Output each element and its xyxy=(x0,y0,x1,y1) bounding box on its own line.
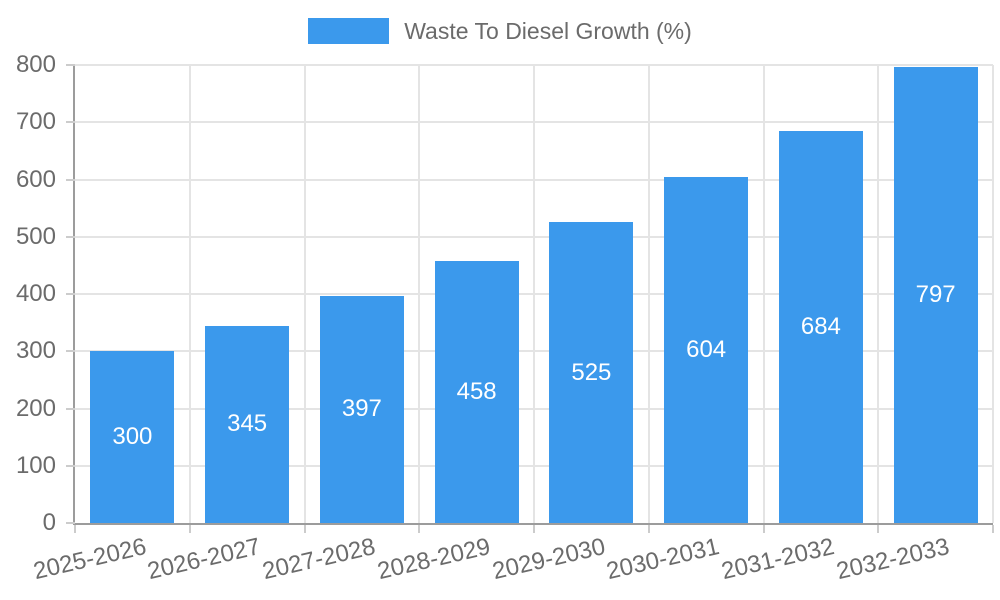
legend-label: Waste To Diesel Growth (%) xyxy=(404,17,692,44)
y-axis-tick xyxy=(66,235,75,238)
bar[interactable]: 604 xyxy=(664,177,749,523)
y-axis-label: 800 xyxy=(15,50,56,78)
y-axis-label: 500 xyxy=(15,222,56,250)
bar[interactable]: 684 xyxy=(778,131,863,523)
bar[interactable]: 458 xyxy=(434,260,519,523)
bar[interactable]: 525 xyxy=(549,222,634,523)
plot-area: 300 345 397 458 525 604 684 797 xyxy=(73,64,994,525)
x-axis-label: 2027-2028 xyxy=(260,533,378,586)
x-gridline xyxy=(762,65,765,523)
x-axis-label: 2026-2027 xyxy=(145,533,264,586)
x-axis-tick xyxy=(877,525,880,533)
legend-swatch xyxy=(308,18,390,44)
y-axis-label: 0 xyxy=(42,508,56,536)
x-axis-label: 2032-2033 xyxy=(833,533,952,586)
bar[interactable]: 300 xyxy=(90,351,175,523)
bar[interactable]: 397 xyxy=(319,295,404,523)
bar[interactable]: 797 xyxy=(893,66,978,523)
x-axis-label: 2029-2030 xyxy=(489,533,608,586)
x-gridline xyxy=(992,65,994,523)
x-gridline xyxy=(188,65,191,523)
x-axis-tick xyxy=(188,525,191,533)
bar-value-label: 604 xyxy=(686,336,727,364)
bar-value-label: 300 xyxy=(112,423,153,451)
y-axis-tick xyxy=(66,407,75,410)
bar-value-label: 684 xyxy=(800,313,841,341)
x-gridline xyxy=(303,65,306,523)
bar[interactable]: 345 xyxy=(205,325,290,523)
x-axis-label: 2028-2029 xyxy=(374,533,493,586)
y-axis-tick xyxy=(66,178,75,181)
bar-value-label: 397 xyxy=(341,395,382,423)
bar-value-label: 525 xyxy=(571,358,612,386)
x-axis-tick xyxy=(303,525,306,533)
y-axis-label: 600 xyxy=(15,165,56,193)
chart-legend[interactable]: Waste To Diesel Growth (%) xyxy=(0,12,1000,50)
bar-value-label: 797 xyxy=(915,280,956,308)
y-axis-tick xyxy=(66,121,75,124)
x-axis-label: 2025-2026 xyxy=(30,533,149,586)
x-axis-tick xyxy=(533,525,535,533)
y-axis-label: 400 xyxy=(15,279,56,307)
x-gridline xyxy=(533,65,535,523)
y-axis-label: 700 xyxy=(15,108,56,136)
x-axis-label: 2030-2031 xyxy=(604,533,723,586)
y-axis-tick xyxy=(66,522,75,524)
x-axis-tick xyxy=(74,525,76,533)
bar-value-label: 458 xyxy=(456,377,497,405)
x-axis-tick xyxy=(992,525,994,533)
x-axis-tick xyxy=(762,525,765,533)
x-gridline xyxy=(418,65,421,523)
y-axis-tick xyxy=(66,64,75,66)
x-axis-tick xyxy=(418,525,421,533)
x-axis-label: 2031-2032 xyxy=(719,533,837,586)
y-axis-tick xyxy=(66,293,75,295)
y-axis-label: 200 xyxy=(15,394,56,422)
y-axis-tick xyxy=(66,464,75,467)
y-axis-label: 100 xyxy=(15,451,56,479)
x-gridline xyxy=(877,65,880,523)
bar-value-label: 345 xyxy=(227,410,268,438)
y-axis-label: 300 xyxy=(15,337,56,365)
x-gridline xyxy=(647,65,650,523)
x-axis-tick xyxy=(647,525,650,533)
y-axis-tick xyxy=(66,350,75,353)
